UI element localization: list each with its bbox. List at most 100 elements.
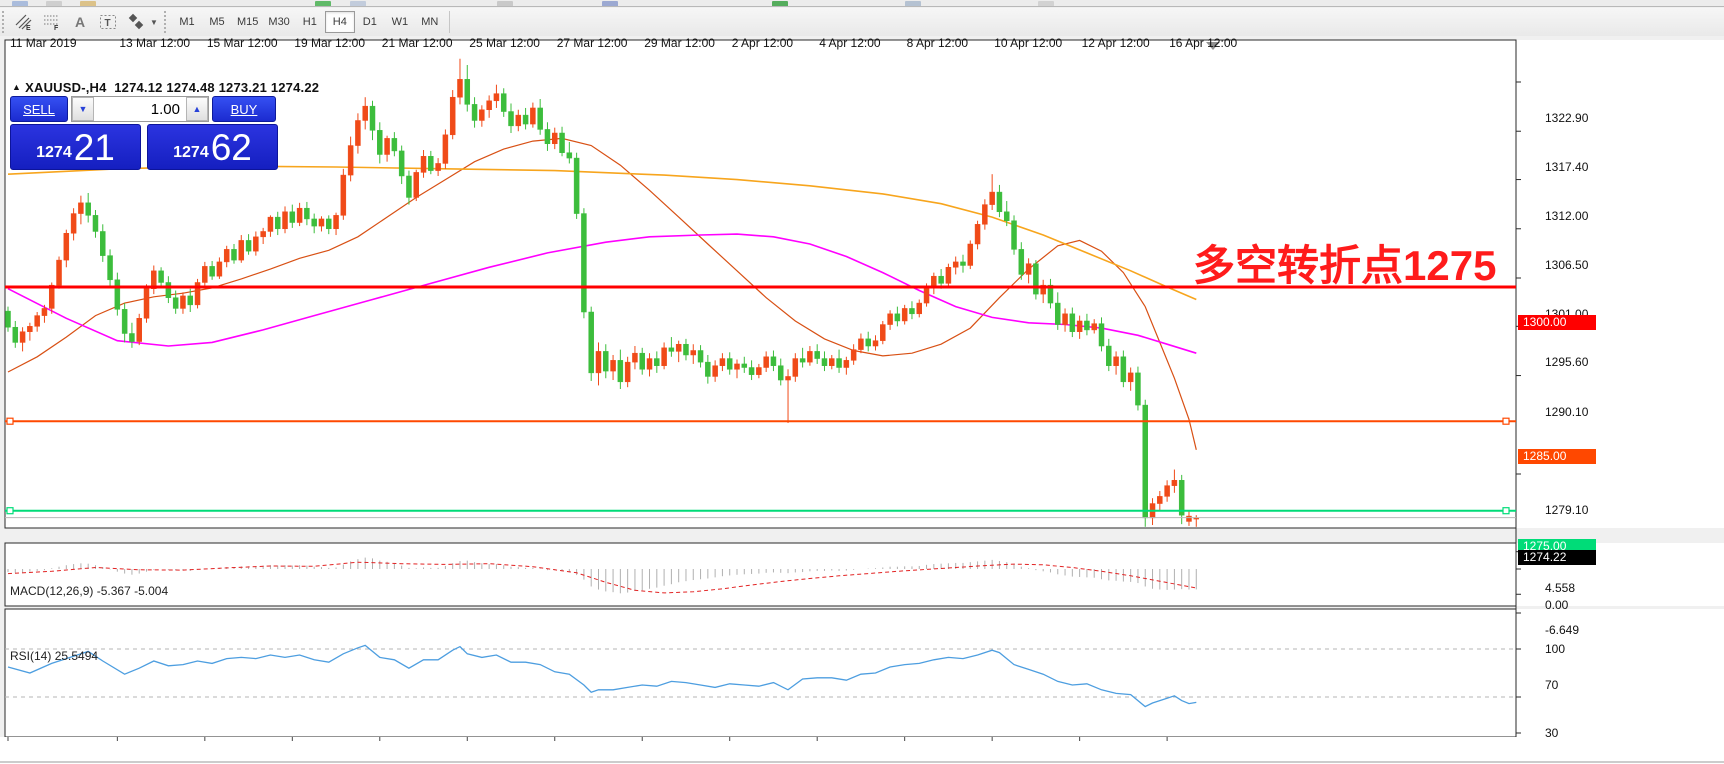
time-axis-label: 29 Mar 12:00: [644, 36, 715, 50]
rsi-axis-label: 70: [1545, 678, 1559, 692]
time-axis-label: 16 Apr 12:00: [1169, 36, 1238, 50]
clipped-icon: [905, 1, 921, 6]
scroll-marker-icon[interactable]: [1206, 42, 1220, 50]
annotation-text[interactable]: 多空转折点1275: [1193, 242, 1497, 289]
text-label-icon[interactable]: A: [74, 14, 86, 30]
price-axis-label: 1295.60: [1545, 355, 1589, 370]
macd-axis-label: 4.558: [1545, 580, 1576, 595]
toolbar-grip[interactable]: [2, 11, 8, 33]
tf-button-MN[interactable]: MN: [421, 16, 439, 28]
buy-price-small: 1274: [173, 144, 209, 161]
volume-stepper: ▼ ▲: [71, 96, 209, 122]
sell-price-big: 21: [73, 127, 115, 168]
hline-handle[interactable]: [6, 417, 14, 425]
macd-pane[interactable]: [4, 542, 1517, 607]
time-axis-label: 2 Apr 12:00: [731, 36, 794, 50]
tf-button-H4[interactable]: H4: [324, 11, 355, 33]
price-axis-label: 1290.10: [1545, 404, 1589, 419]
rsi-indicator-label: RSI(14) 25.5494: [10, 649, 99, 663]
tf-button-M30[interactable]: M30: [268, 16, 290, 28]
ma-fast-line: [7, 137, 1197, 450]
buy-button[interactable]: BUY: [212, 96, 276, 122]
dropdown-caret-icon[interactable]: ▼: [150, 17, 158, 27]
buy-price-tile[interactable]: 1274 62: [147, 124, 278, 170]
clipped-icon: [497, 1, 513, 6]
macd-axis-label: 0.00: [1545, 598, 1569, 612]
tf-button-M15[interactable]: M15: [237, 16, 259, 28]
rsi-axis-label: 100: [1545, 642, 1566, 656]
clipped-icon: [772, 1, 788, 6]
tf-button-D1[interactable]: D1: [362, 16, 377, 28]
rsi-axis-label: 0: [1545, 762, 1552, 764]
equidistant-channel-icon[interactable]: E: [10, 10, 38, 34]
hline-handle[interactable]: [6, 507, 14, 515]
tf-button-H1[interactable]: H1: [302, 16, 317, 28]
chart-ohlc-values: 1274.12 1274.48 1273.21 1274.22: [114, 80, 320, 95]
candles-layer: [5, 58, 1200, 527]
clipped-icon: [315, 1, 331, 6]
clipped-icon: [602, 1, 618, 6]
volume-decrease-button[interactable]: ▼: [72, 97, 94, 121]
timeframe-toolbar: M1 M5 M15 M30 H1 H4 D1 W1 MN: [172, 11, 445, 33]
clipped-icon: [46, 1, 62, 6]
macd-signal-line: [7, 561, 1197, 594]
hline-handle[interactable]: [1502, 507, 1510, 515]
sell-price-small: 1274: [36, 144, 72, 161]
tf-button-M1[interactable]: M1: [179, 16, 195, 28]
toolbar: E F A T ▼ M1 M5 M15 M30 H1 H4 D1 W1 MN: [0, 8, 1724, 36]
time-axis-label: 21 Mar 12:00: [381, 36, 453, 50]
time-axis-label: 15 Mar 12:00: [206, 36, 278, 50]
svg-text:F: F: [54, 25, 59, 31]
tf-button-W1[interactable]: W1: [391, 16, 409, 28]
price-axis-label: 1306.50: [1545, 257, 1589, 272]
toolbar-overflow-strip: [0, 0, 1724, 7]
price-badge-1285.00: 1285.00: [1518, 449, 1596, 465]
time-axis-label: 19 Mar 12:00: [294, 36, 366, 50]
clipped-icon: [1038, 1, 1054, 6]
one-click-trade-panel: SELL ▼ ▲ BUY 1274 21 1274 62: [10, 96, 284, 170]
sell-price-tile[interactable]: 1274 21: [10, 124, 141, 170]
macd-axis-label: -6.649: [1545, 623, 1580, 638]
sell-button[interactable]: SELL: [10, 96, 68, 122]
price-axis-label: 1312.00: [1545, 208, 1589, 223]
fibonacci-grid-icon[interactable]: F: [38, 10, 66, 34]
rsi-pane-axis-bg: [1516, 609, 1724, 737]
symbol-marker-icon: ▲: [12, 82, 22, 92]
macd-histogram: [7, 557, 1197, 594]
buy-price-big: 62: [210, 127, 252, 168]
chart-ohlc-header: ▲ XAUUSD-,H4 1274.12 1274.48 1273.21 1274…: [12, 80, 319, 95]
chart-region: ▲ XAUUSD-,H4 1274.12 1274.48 1273.21 1274…: [0, 36, 1724, 764]
rsi-line: [7, 644, 1197, 708]
price-axis-label: 1279.10: [1545, 503, 1589, 517]
time-axis-label: 4 Apr 12:00: [819, 36, 881, 50]
arrow-objects-icon[interactable]: ▼: [122, 10, 162, 34]
time-axis-label: 12 Apr 12:00: [1081, 36, 1150, 50]
rsi-pane[interactable]: [4, 608, 1517, 738]
time-axis-label: 25 Mar 12:00: [469, 36, 540, 50]
time-axis-label: 8 Apr 12:00: [906, 36, 969, 50]
volume-increase-button[interactable]: ▲: [186, 97, 208, 121]
clipped-icon: [80, 1, 96, 6]
hline-handle[interactable]: [1502, 417, 1510, 425]
time-axis-label: 10 Apr 12:00: [994, 36, 1063, 50]
volume-input[interactable]: [94, 97, 186, 121]
clipped-icon: [350, 1, 366, 6]
svg-text:T: T: [105, 18, 111, 29]
price-axis-label: 1322.90: [1545, 111, 1589, 125]
text-box-icon[interactable]: T: [94, 10, 122, 34]
svg-text:E: E: [26, 25, 31, 31]
toolbar-grip[interactable]: [164, 11, 170, 33]
time-axis-label: 13 Mar 12:00: [119, 36, 191, 50]
ma-slow-line: [7, 165, 1197, 301]
bid-price-badge: 1274.22: [1518, 549, 1596, 565]
time-axis-label: 11 Mar 2019: [10, 36, 77, 50]
macd-indicator-label: MACD(12,26,9) -5.367 -5.004: [10, 584, 169, 598]
chart-canvas[interactable]: [0, 36, 1724, 764]
price-badge-1300.00: 1300.00: [1518, 314, 1596, 330]
main-pane-axis-bg: [1516, 40, 1724, 528]
clipped-icon: [12, 1, 28, 6]
chart-symbol-period: XAUUSD-,H4: [25, 80, 107, 95]
tf-button-M5[interactable]: M5: [209, 16, 225, 28]
rsi-axis-label: 30: [1545, 726, 1559, 740]
